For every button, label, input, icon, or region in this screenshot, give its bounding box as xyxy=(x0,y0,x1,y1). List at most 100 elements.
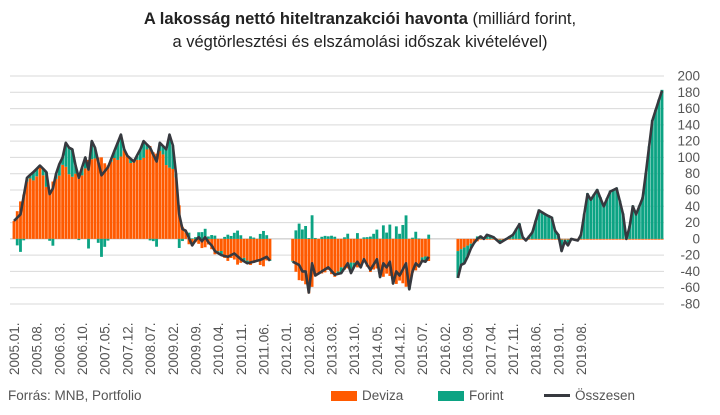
x-tick-label: 2017.04. xyxy=(483,322,498,375)
deviza-bar xyxy=(15,211,19,239)
deviza-bar xyxy=(187,238,191,245)
forint-bar xyxy=(161,146,165,155)
forint-bar xyxy=(346,233,350,239)
forint-bar xyxy=(462,247,466,264)
deviza-bar xyxy=(647,238,651,240)
forint-bar xyxy=(323,235,327,239)
forint-bar xyxy=(553,229,557,239)
x-tick-label: 2010.04. xyxy=(211,322,226,375)
x-tick-label: 2006.03. xyxy=(52,322,67,375)
deviza-bar xyxy=(171,168,175,239)
deviza-bar xyxy=(330,238,333,275)
y-tick-label: 80 xyxy=(685,166,700,181)
forint-bar xyxy=(113,150,116,159)
forint-bar xyxy=(265,235,269,239)
x-tick-label: 2005.01. xyxy=(7,322,22,375)
forint-bar xyxy=(258,233,262,239)
forint-bar xyxy=(368,236,372,239)
forint-bar xyxy=(654,109,657,239)
deviza-bar xyxy=(343,238,346,270)
deviza-bar xyxy=(401,238,405,284)
forint-bar xyxy=(67,147,71,175)
deviza-bar xyxy=(177,205,181,239)
y-tick-label: -80 xyxy=(680,297,700,312)
deviza-bar xyxy=(174,177,178,239)
forint-bar xyxy=(427,234,431,239)
deviza-bar xyxy=(135,159,139,239)
osszesen-series-line xyxy=(292,256,430,294)
forint-bar xyxy=(647,146,651,239)
forint-bar xyxy=(106,238,110,241)
forint-bar xyxy=(644,172,648,239)
deviza-bar xyxy=(618,238,622,240)
deviza-bar xyxy=(492,238,495,240)
deviza-bar xyxy=(650,238,654,240)
deviza-bar xyxy=(77,176,81,239)
deviza-bar xyxy=(158,150,162,239)
forint-bar xyxy=(96,238,100,243)
chart-title-line2: a végtörlesztési és elszámolási időszak … xyxy=(172,33,548,51)
deviza-bar xyxy=(660,238,664,240)
deviza-bar xyxy=(657,238,661,240)
deviza-bar xyxy=(300,238,304,281)
deviza-bar xyxy=(132,161,136,239)
deviza-bar xyxy=(216,238,220,252)
x-tick-label: 2008.07. xyxy=(143,322,158,375)
forint-bar xyxy=(417,238,421,240)
forint-bar xyxy=(155,238,158,247)
deviza-bar xyxy=(51,181,55,239)
deviza-bar xyxy=(262,238,265,267)
deviza-bar xyxy=(608,238,612,240)
y-tick-label: 60 xyxy=(685,183,700,198)
deviza-bar xyxy=(307,238,311,294)
forint-bar xyxy=(349,262,353,274)
forint-bar xyxy=(151,238,155,242)
deviza-bar xyxy=(530,238,534,240)
deviza-bar xyxy=(628,238,632,240)
deviza-bar xyxy=(19,201,22,239)
forint-bar xyxy=(249,236,252,239)
x-tick-labels: 2005.01. 2005.08. 2006.03. 2006.10. 2007.05.… xyxy=(7,322,589,375)
x-tick-label: 2016.02. xyxy=(438,322,453,375)
deviza-bar xyxy=(456,238,460,252)
deviza-bar xyxy=(543,238,547,240)
deviza-bar xyxy=(313,238,317,277)
deviza-bar xyxy=(41,175,45,239)
deviza-bar xyxy=(64,166,68,239)
deviza-bar xyxy=(252,238,256,263)
deviza-bar xyxy=(197,238,201,244)
forint-bar xyxy=(372,233,376,239)
deviza-bar xyxy=(459,238,463,250)
forint-bar xyxy=(35,168,39,177)
deviza-bar xyxy=(534,238,538,240)
forint-bar xyxy=(362,237,366,239)
deviza-bar xyxy=(637,238,641,240)
forint-bar xyxy=(343,237,346,239)
forint-bar xyxy=(599,197,602,239)
forint-bar xyxy=(223,236,227,239)
deviza-bar xyxy=(611,238,615,240)
forint-bar xyxy=(618,200,622,239)
deviza-bar xyxy=(265,238,269,261)
forint-bar xyxy=(602,205,606,239)
forint-bar xyxy=(213,235,217,239)
deviza-bar xyxy=(336,238,340,272)
x-tick-label: 2014.05. xyxy=(370,322,385,375)
deviza-bar xyxy=(521,238,525,240)
forint-bar xyxy=(300,229,304,239)
forint-bar xyxy=(164,149,168,166)
y-tick-label: 20 xyxy=(685,215,700,230)
deviza-bars xyxy=(12,146,664,294)
forint-bar xyxy=(294,230,298,239)
x-tick-label: 2012.08. xyxy=(302,322,317,375)
legend-forint: Forint xyxy=(438,388,504,403)
deviza-bar xyxy=(381,238,385,277)
deviza-bar xyxy=(391,238,395,284)
deviza-bar xyxy=(501,238,505,240)
forint-bar xyxy=(605,198,609,239)
deviza-bar xyxy=(48,192,52,239)
deviza-bar xyxy=(317,238,320,274)
forint-bar xyxy=(608,190,612,239)
forint-bar xyxy=(291,260,295,262)
